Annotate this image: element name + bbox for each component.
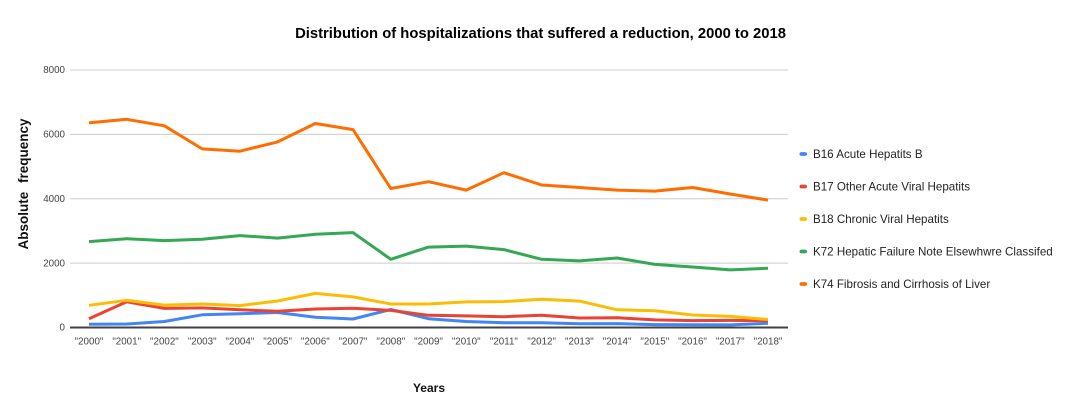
svg-text:"2006": "2006" bbox=[301, 337, 330, 348]
svg-text:4000: 4000 bbox=[43, 194, 65, 205]
svg-text:B18 Chronic Viral Hepatits: B18 Chronic Viral Hepatits bbox=[813, 213, 949, 226]
svg-text:"2001": "2001" bbox=[112, 337, 141, 348]
svg-text:B16 Acute Hepatits B: B16 Acute Hepatits B bbox=[813, 148, 923, 161]
svg-text:"2005": "2005" bbox=[263, 337, 292, 348]
svg-text:"2007": "2007" bbox=[339, 337, 368, 348]
svg-text:"2012": "2012" bbox=[527, 337, 556, 348]
svg-text:"2018": "2018" bbox=[754, 337, 783, 348]
svg-text:0: 0 bbox=[60, 323, 66, 334]
svg-text:8000: 8000 bbox=[43, 65, 65, 76]
svg-text:"2010": "2010" bbox=[452, 337, 481, 348]
svg-text:"2002": "2002" bbox=[150, 337, 179, 348]
svg-text:"2016": "2016" bbox=[678, 337, 707, 348]
svg-text:B17 Other Acute Viral Hepatits: B17 Other Acute Viral Hepatits bbox=[813, 181, 970, 194]
svg-text:"2015": "2015" bbox=[640, 337, 669, 348]
svg-text:K72 Hepatic Failure Note Elsew: K72 Hepatic Failure Note Elsewhwre Class… bbox=[813, 246, 1053, 259]
svg-text:"2009": "2009" bbox=[414, 337, 443, 348]
svg-text:"2000": "2000" bbox=[75, 337, 104, 348]
svg-text:"2013": "2013" bbox=[565, 337, 594, 348]
svg-text:K74 Fibrosis and Cirrhosis of: K74 Fibrosis and Cirrhosis of Liver bbox=[813, 278, 990, 291]
svg-text:"2008": "2008" bbox=[376, 337, 405, 348]
svg-text:"2003": "2003" bbox=[188, 337, 217, 348]
svg-text:"2004": "2004" bbox=[226, 337, 255, 348]
svg-text:Years: Years bbox=[413, 381, 445, 395]
svg-text:2000: 2000 bbox=[43, 258, 65, 269]
svg-text:"2011": "2011" bbox=[490, 337, 519, 348]
svg-text:Absolute frequency: Absolute frequency bbox=[16, 118, 31, 250]
svg-text:6000: 6000 bbox=[43, 130, 65, 141]
svg-text:"2014": "2014" bbox=[603, 337, 632, 348]
svg-text:"2017": "2017" bbox=[716, 337, 745, 348]
svg-text:Distribution of hospitalizatio: Distribution of hospitalizations that su… bbox=[295, 26, 786, 42]
